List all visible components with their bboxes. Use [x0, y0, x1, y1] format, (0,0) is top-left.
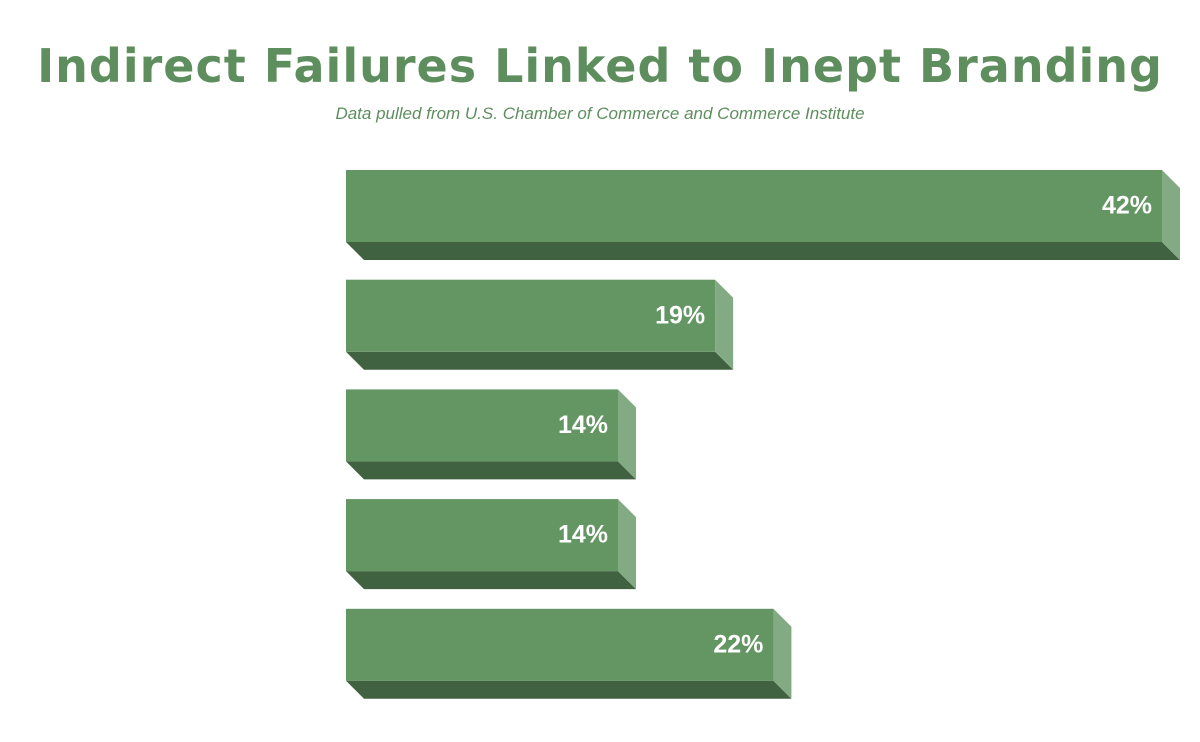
bar: [346, 170, 1162, 242]
value-label: 14%: [558, 411, 608, 439]
value-label: 22%: [713, 630, 763, 658]
bar-bottom: [346, 242, 1180, 260]
bar: [346, 279, 716, 352]
bar-side: [1162, 170, 1180, 260]
bar-side: [715, 279, 734, 370]
bar-bottom: [346, 351, 734, 370]
chart-subtitle: Data pulled from U.S. Chamber of Commerc…: [335, 104, 864, 123]
bar: [346, 499, 618, 572]
bar-bottom: [346, 680, 792, 699]
bar: [346, 389, 618, 462]
value-label: 14%: [558, 521, 608, 549]
bar-side: [618, 499, 636, 590]
bar: [346, 608, 774, 681]
value-label: 19%: [655, 301, 705, 329]
value-label: 42%: [1102, 192, 1152, 220]
bar-bottom: [346, 461, 636, 480]
chart-title: Indirect Failures Linked to Inept Brandi…: [37, 39, 1163, 93]
bar-bottom: [346, 571, 636, 590]
bar-side: [773, 608, 792, 699]
bar-side: [618, 389, 636, 480]
